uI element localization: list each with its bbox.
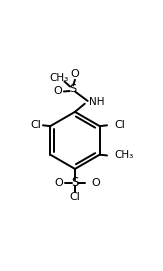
- Text: Cl: Cl: [30, 120, 41, 130]
- Text: S: S: [69, 84, 76, 94]
- Text: CH₃: CH₃: [114, 150, 134, 160]
- Text: NH: NH: [89, 97, 105, 107]
- Text: CH₃: CH₃: [49, 73, 69, 83]
- Text: Cl: Cl: [115, 120, 125, 130]
- Text: O: O: [91, 178, 100, 188]
- Text: O: O: [54, 178, 63, 188]
- Text: Cl: Cl: [70, 192, 80, 202]
- Text: S: S: [71, 176, 79, 189]
- Text: O: O: [71, 69, 79, 79]
- Text: O: O: [53, 86, 62, 96]
